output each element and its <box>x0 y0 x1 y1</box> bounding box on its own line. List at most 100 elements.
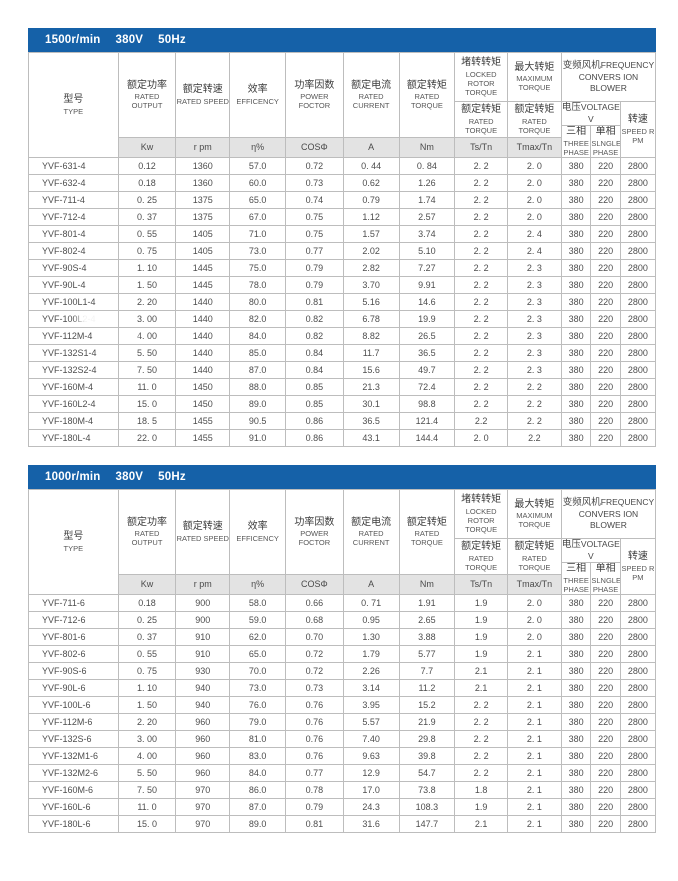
cell-efficiency: 86.0 <box>229 780 287 799</box>
col-header-maximum-torque: 最大转矩 MAXIMUM TORQUE <box>506 52 562 102</box>
cell-rated-torque: 1.26 <box>398 173 456 192</box>
cell-rated-current: 21.3 <box>342 377 400 396</box>
cell-efficiency: 60.0 <box>229 173 287 192</box>
cell-rated-speed: 960 <box>175 763 231 782</box>
table-row: YVF-712-6 0. 25 900 59.0 0.68 0.95 2.65 … <box>28 610 657 629</box>
col-header-locked-rotor-rated-torque: 额定转矩 RATED TORQUE <box>454 537 508 575</box>
cell-power-factor: 0.81 <box>285 292 344 311</box>
table-row: YVF-132M2-6 5. 50 960 84.0 0.77 12.9 54.… <box>28 763 657 782</box>
cell-rated-torque: 121.4 <box>398 411 456 430</box>
cell-rated-speed: 970 <box>175 814 231 833</box>
cell-power-factor: 0.76 <box>285 695 344 714</box>
cell-ts-tn: 1.9 <box>454 610 508 629</box>
cell-rated-current: 11.7 <box>342 343 400 362</box>
cell-power-factor: 0.76 <box>285 729 344 748</box>
cell-rated-speed: 1405 <box>175 224 231 243</box>
cell-ts-tn: 1.9 <box>454 593 508 612</box>
unit-cos-phi: COSΦ <box>285 136 344 158</box>
cell-rated-current: 0. 44 <box>342 156 400 175</box>
cell-model: YVF-100L-6 <box>28 695 119 714</box>
cell-single-phase-voltage: 220 <box>590 292 621 311</box>
title-speed: 1000r/min <box>45 470 101 483</box>
cell-power-factor: 0.79 <box>285 258 344 277</box>
cell-rated-speed: 900 <box>175 593 231 612</box>
cell-blower-speed: 2800 <box>619 610 657 629</box>
cell-rated-current: 0. 71 <box>342 593 400 612</box>
table-row: YVF-132S-6 3. 00 960 81.0 0.76 7.40 29.8… <box>28 729 657 748</box>
cell-tmax-tn: 2. 1 <box>506 797 562 816</box>
cell-rated-torque: 3.88 <box>398 627 456 646</box>
cell-power-factor: 0.84 <box>285 360 344 379</box>
cell-rated-speed: 940 <box>175 678 231 697</box>
cell-single-phase-voltage: 220 <box>590 207 621 226</box>
cell-efficiency: 84.0 <box>229 326 287 345</box>
section-1000rpm: 1000r/min 380V 50Hz 型号 TYPE 额定功率 <box>28 464 657 833</box>
table-row: YVF-711-4 0. 25 1375 65.0 0.74 0.79 1.74… <box>28 190 657 209</box>
cell-tmax-tn: 2. 3 <box>506 309 562 328</box>
cell-single-phase-voltage: 220 <box>590 326 621 345</box>
table-title-bar-1000: 1000r/min 380V 50Hz <box>28 464 656 489</box>
cell-tmax-tn: 2. 1 <box>506 678 562 697</box>
cell-three-phase-voltage: 380 <box>560 712 592 731</box>
unit-nm: Nm <box>398 573 456 595</box>
cell-rated-torque: 73.8 <box>398 780 456 799</box>
unit-rpm: r pm <box>175 136 231 158</box>
col-header-max-rated-torque: 额定转矩 RATED TORQUE <box>506 537 562 575</box>
cell-three-phase-voltage: 380 <box>560 207 592 226</box>
cell-rated-output: 3. 00 <box>117 309 177 328</box>
cell-efficiency: 84.0 <box>229 763 287 782</box>
cell-tmax-tn: 2. 1 <box>506 695 562 714</box>
table-row: YVF-132S2-4 7. 50 1440 87.0 0.84 15.6 49… <box>28 360 657 379</box>
cell-rated-torque: 26.5 <box>398 326 456 345</box>
cell-model: YVF-180L-6 <box>28 814 119 833</box>
unit-ampere: A <box>342 573 400 595</box>
table-row: YVF-100L1-4 2. 20 1440 80.0 0.81 5.16 14… <box>28 292 657 311</box>
table-row: YVF-802-4 0. 75 1405 73.0 0.77 2.02 5.10… <box>28 241 657 260</box>
cell-rated-torque: 98.8 <box>398 394 456 413</box>
cell-rated-output: 7. 50 <box>117 360 177 379</box>
title-frequency: 50Hz <box>158 470 186 483</box>
cell-power-factor: 0.77 <box>285 241 344 260</box>
col-header-three-phase: 三相 THREE PHASE <box>560 562 592 595</box>
col-header-rated-output: 额定功率 RATED OUTPUT <box>117 488 177 575</box>
cell-tmax-tn: 2. 0 <box>506 190 562 209</box>
cell-rated-output: 5. 50 <box>117 343 177 362</box>
cell-tmax-tn: 2. 4 <box>506 224 562 243</box>
cell-tmax-tn: 2. 3 <box>506 360 562 379</box>
cell-blower-speed: 2800 <box>619 797 657 816</box>
cell-model: YVF-160M-4 <box>28 377 119 396</box>
cell-rated-speed: 1445 <box>175 275 231 294</box>
cell-three-phase-voltage: 380 <box>560 224 592 243</box>
cell-single-phase-voltage: 220 <box>590 411 621 430</box>
cell-rated-speed: 1375 <box>175 190 231 209</box>
cell-tmax-tn: 2. 1 <box>506 712 562 731</box>
cell-three-phase-voltage: 380 <box>560 661 592 680</box>
cell-efficiency: 89.0 <box>229 394 287 413</box>
cell-rated-speed: 1440 <box>175 292 231 311</box>
cell-model: YVF-90L-6 <box>28 678 119 697</box>
cell-efficiency: 85.0 <box>229 343 287 362</box>
cell-model: YVF-132S-6 <box>28 729 119 748</box>
title-frequency: 50Hz <box>158 34 186 46</box>
cell-rated-torque: 72.4 <box>398 377 456 396</box>
cell-rated-torque: 5.10 <box>398 241 456 260</box>
cell-ts-tn: 2. 2 <box>454 190 508 209</box>
cell-rated-output: 1. 50 <box>117 695 177 714</box>
cell-three-phase-voltage: 380 <box>560 309 592 328</box>
cell-power-factor: 0.86 <box>285 411 344 430</box>
unit-kw: Kw <box>117 573 177 595</box>
cell-ts-tn: 1.9 <box>454 627 508 646</box>
col-header-locked-rotor-torque: 堵转转矩 LOCKED ROTOR TORQUE <box>454 52 508 102</box>
cell-rated-torque: 15.2 <box>398 695 456 714</box>
cell-ts-tn: 2. 2 <box>454 173 508 192</box>
table-row: YVF-711-6 0.18 900 58.0 0.66 0. 71 1.91 … <box>28 593 657 612</box>
cell-tmax-tn: 2. 1 <box>506 780 562 799</box>
cell-power-factor: 0.72 <box>285 661 344 680</box>
cell-rated-current: 2.26 <box>342 661 400 680</box>
cell-ts-tn: 2. 2 <box>454 224 508 243</box>
table-row: YVF-112M-6 2. 20 960 79.0 0.76 5.57 21.9… <box>28 712 657 731</box>
cell-power-factor: 0.72 <box>285 156 344 175</box>
cell-rated-speed: 1440 <box>175 326 231 345</box>
cell-rated-output: 4. 00 <box>117 326 177 345</box>
cell-rated-torque: 49.7 <box>398 360 456 379</box>
